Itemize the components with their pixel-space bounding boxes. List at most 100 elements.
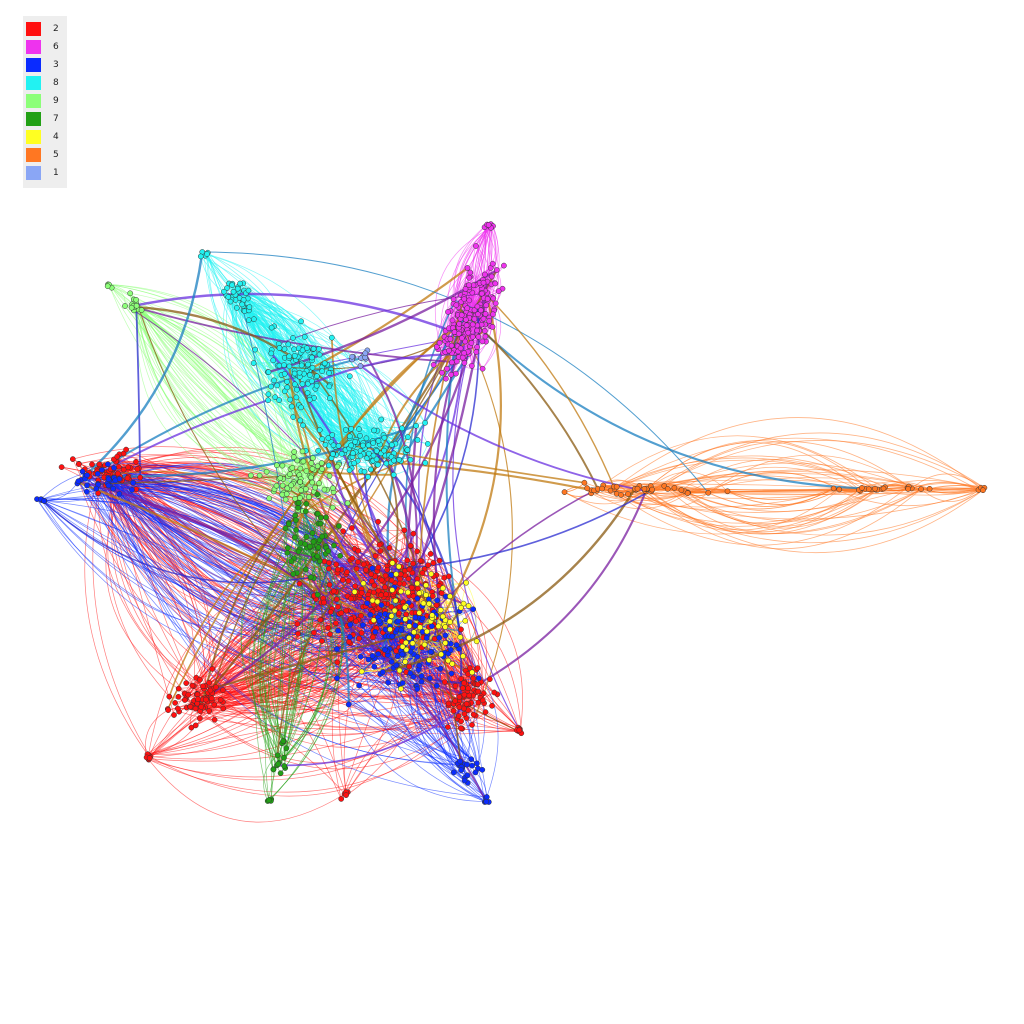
edge [236, 292, 322, 451]
node [489, 260, 496, 267]
node [376, 541, 383, 548]
node [370, 440, 377, 446]
node [410, 673, 417, 680]
node [461, 680, 467, 686]
node [327, 631, 333, 638]
edge [274, 396, 372, 470]
node [449, 660, 456, 667]
edge [44, 481, 79, 502]
edge [283, 528, 291, 758]
node [333, 561, 340, 568]
node [326, 395, 333, 402]
node [374, 461, 381, 468]
node [84, 482, 90, 489]
node [310, 345, 317, 352]
node [300, 422, 306, 429]
node [466, 297, 473, 304]
edge [92, 493, 151, 757]
node [293, 527, 299, 533]
node [110, 485, 117, 492]
node [335, 627, 341, 634]
node [291, 352, 298, 359]
node [489, 702, 495, 709]
node [396, 667, 403, 674]
node [455, 713, 462, 719]
node [297, 495, 303, 501]
node [424, 628, 430, 635]
node [393, 662, 400, 669]
node [347, 634, 353, 640]
node [370, 617, 377, 624]
node [348, 595, 354, 602]
node [284, 378, 290, 385]
node [325, 435, 332, 441]
node [457, 345, 464, 352]
edge [452, 346, 522, 734]
node [286, 471, 293, 478]
node [461, 296, 468, 302]
node [469, 762, 475, 769]
node [416, 662, 423, 669]
node [421, 641, 428, 648]
node [334, 463, 341, 470]
node [437, 607, 444, 613]
node [361, 468, 368, 475]
node [429, 612, 435, 619]
edge [113, 467, 468, 765]
node [399, 425, 405, 432]
legend-label: 4 [53, 132, 59, 142]
node [204, 251, 210, 257]
edge [610, 459, 878, 491]
edge [458, 609, 477, 650]
node [490, 295, 497, 302]
node [479, 338, 486, 345]
edge [119, 478, 479, 769]
node [486, 676, 493, 683]
node [427, 648, 434, 655]
node [310, 455, 316, 461]
node [348, 442, 354, 449]
node [452, 698, 458, 704]
node [379, 669, 386, 675]
node [291, 346, 297, 353]
edge [87, 474, 474, 610]
edge [602, 485, 869, 527]
node [465, 603, 472, 609]
legend-item: 6 [26, 38, 67, 56]
edge [614, 455, 886, 490]
node [338, 451, 345, 457]
edge [40, 498, 311, 584]
node [207, 687, 214, 694]
node [466, 282, 472, 288]
node [416, 610, 423, 616]
node [372, 552, 379, 559]
node [481, 328, 488, 334]
edge [108, 485, 420, 675]
node [316, 351, 323, 358]
edge [345, 716, 519, 796]
node [398, 685, 404, 692]
node [330, 442, 337, 449]
edge [148, 759, 345, 823]
node [171, 712, 177, 718]
node [125, 464, 132, 471]
edge [929, 485, 981, 490]
edge [276, 573, 328, 766]
node [392, 597, 399, 604]
node [274, 382, 281, 389]
node [342, 427, 349, 433]
node [468, 756, 475, 763]
edge [109, 479, 351, 625]
edge [278, 558, 333, 764]
node [308, 378, 315, 385]
node [460, 653, 466, 660]
node [473, 638, 480, 645]
node [412, 614, 419, 621]
node [411, 629, 417, 636]
node [195, 696, 201, 702]
node [357, 653, 364, 660]
node [356, 635, 362, 642]
edge [564, 489, 877, 535]
legend-label: 8 [53, 78, 59, 88]
edge [178, 711, 215, 721]
